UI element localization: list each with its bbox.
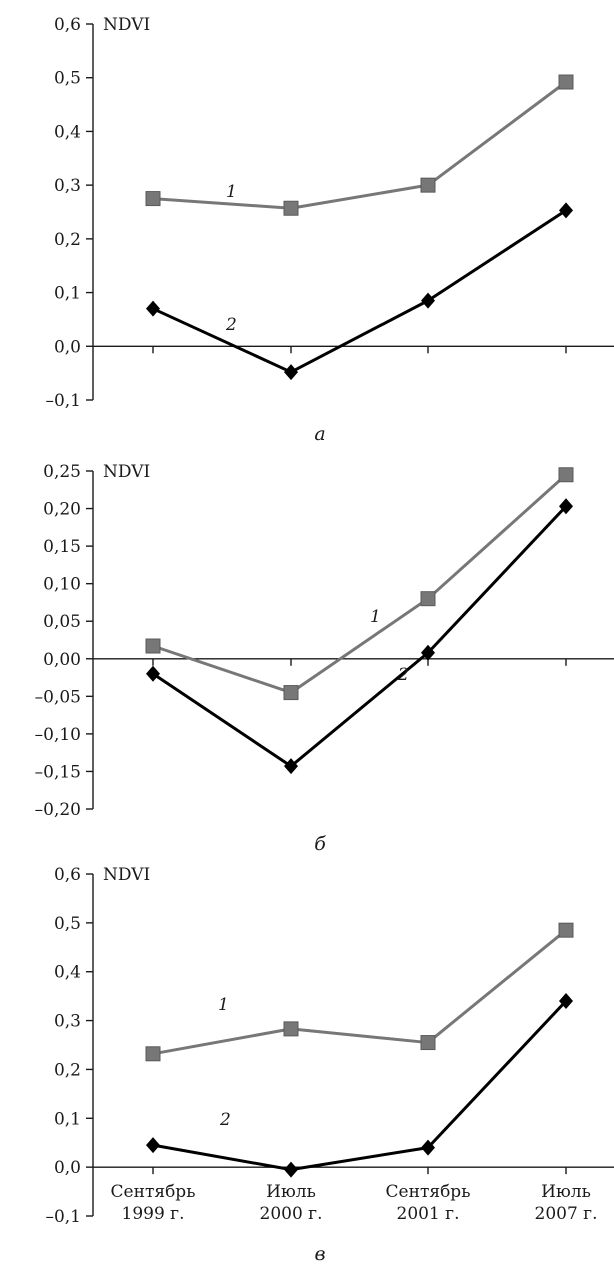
y-tick-label: 0,1 [54, 284, 81, 304]
y-tick-label: 0,0 [54, 337, 81, 357]
x-tick-label: 2000 г. [260, 1204, 323, 1224]
y-tick-label: 0,2 [54, 230, 81, 250]
y-tick-label: –0,1 [45, 1207, 81, 1227]
series-2-point [284, 1161, 298, 1178]
y-tick-label: 0,4 [54, 122, 81, 142]
y-tick-label: –0,05 [35, 687, 81, 707]
x-tick-label: Сентябрь [111, 1182, 196, 1202]
panel-label: б [314, 833, 326, 855]
series-2-point [421, 644, 435, 661]
y-tick-label: –0,1 [45, 391, 81, 411]
chart-panel-3: –0,10,00,10,20,30,40,50,6 NDVI12Сентябрь1… [45, 865, 614, 1265]
x-tick-label: Сентябрь [386, 1182, 471, 1202]
x-tick-label: 2001 г. [397, 1204, 460, 1224]
series-1-point [420, 1035, 436, 1051]
y-tick-label: 0,0 [54, 1158, 81, 1178]
y-tick-label: 0,5 [54, 914, 81, 934]
series-1-point [283, 200, 299, 216]
series-line-1 [152, 929, 567, 1056]
y-tick-label: 0,00 [43, 650, 81, 670]
series-label-2: 2 [219, 1110, 231, 1130]
series-label-1: 1 [218, 995, 229, 1015]
series-2-point [146, 300, 160, 317]
y-tick-label: 0,2 [54, 1060, 81, 1080]
series-1-point [558, 74, 574, 90]
y-tick-label: –0,20 [35, 800, 81, 820]
series-2-point [559, 202, 573, 219]
series-1-point [283, 685, 299, 701]
y-axis-label: NDVI [103, 462, 150, 482]
series-label-2: 2 [397, 665, 409, 685]
chart-panel-1: –0,1 0,0 0,1 0,2 0,3 0,4 0,5 0,6 NDVI 1 2 а [45, 15, 614, 445]
series-2-point [284, 364, 298, 381]
series-2-point [146, 665, 160, 682]
x-tick-label: 1999 г. [122, 1204, 185, 1224]
series-label-1: 1 [226, 182, 237, 202]
series-label-2: 2 [225, 315, 237, 335]
panel-label: в [314, 1243, 325, 1265]
series-line-1 [152, 473, 568, 695]
series-2-point [421, 1139, 435, 1156]
y-tick-label: 0,6 [54, 865, 81, 885]
series-1-point [420, 591, 436, 607]
series-1-point [558, 922, 574, 938]
series-2-point [559, 498, 573, 515]
series-1-point [283, 1021, 299, 1037]
chart-panel-2: –0,20 –0,15 –0,10 –0,05 0,00 0,05 0,10 0,15 0,20… [35, 462, 614, 855]
series-2-point [421, 292, 435, 309]
y-tick-label: –0,15 [35, 762, 81, 782]
series-1-point [145, 191, 161, 207]
series-line-1 [152, 80, 567, 210]
y-tick-label: 0,20 [43, 500, 81, 520]
y-tick-label: 0,1 [54, 1109, 81, 1129]
y-tick-label: 0,05 [43, 612, 81, 632]
series-1-point [145, 638, 161, 654]
panel-label: а [314, 423, 325, 445]
series-line-2 [152, 1000, 568, 1172]
y-axis-label: NDVI [103, 15, 150, 35]
series-2-point [559, 993, 573, 1010]
x-tick-label: Июль [541, 1182, 591, 1202]
y-tick-label: 0,5 [54, 69, 81, 89]
series-1-point [558, 467, 574, 483]
y-tick-label: 0,3 [54, 176, 81, 196]
y-tick-label: 0,3 [54, 1012, 81, 1032]
series-line-2 [152, 209, 567, 374]
y-tick-label: –0,10 [35, 725, 81, 745]
series-2-point [146, 1137, 160, 1154]
y-axis-label: NDVI [103, 865, 150, 885]
series-line-2 [152, 505, 568, 768]
y-tick-label: 0,6 [54, 15, 81, 35]
y-tick-label: 0,4 [54, 963, 81, 983]
series-1-point [420, 177, 436, 193]
series-label-1: 1 [370, 607, 381, 627]
series-2-point [284, 758, 298, 775]
y-tick-label: 0,10 [43, 575, 81, 595]
x-tick-label: Июль [266, 1182, 316, 1202]
series-1-point [145, 1046, 161, 1062]
y-tick-label: 0,25 [43, 462, 81, 482]
x-tick-label: 2007 г. [535, 1204, 598, 1224]
y-tick-label: 0,15 [43, 537, 81, 557]
